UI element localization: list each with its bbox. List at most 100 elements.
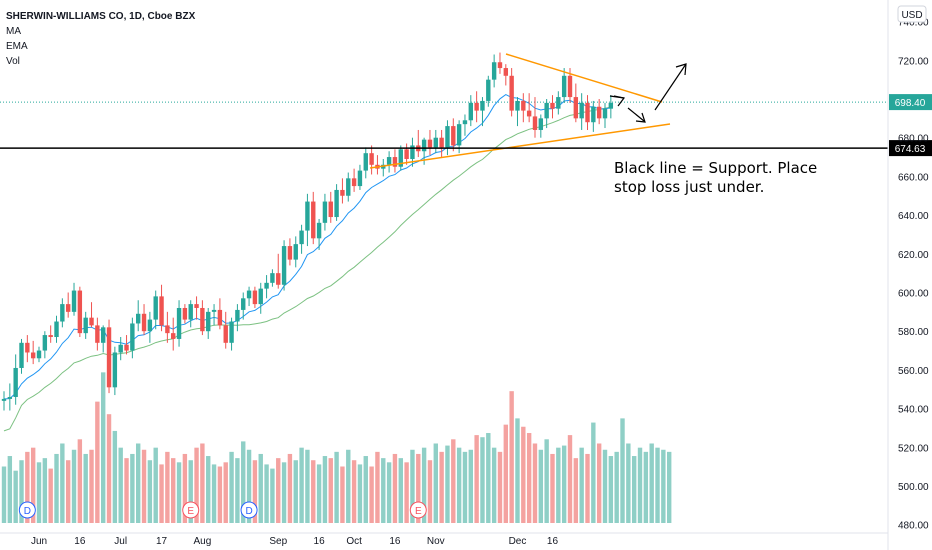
triangle-lower-trendline — [369, 123, 671, 169]
volume-bar — [48, 468, 53, 523]
price-axis[interactable]: 480.00 500.00 520.00 540.00 560.00 580.00 600.… — [887, 0, 932, 550]
volume-bar — [316, 464, 322, 523]
candle-body — [153, 296, 158, 320]
candle-body — [585, 102, 590, 123]
volume-bar — [596, 443, 602, 523]
support-line[interactable]: 674.63 — [0, 140, 932, 157]
volume-bar — [258, 453, 263, 523]
support-price-label: 674.63 — [895, 144, 926, 155]
volume-bar — [124, 458, 129, 523]
candle-body — [42, 335, 48, 351]
volume-bar — [398, 458, 403, 523]
volume-legend[interactable]: Vol — [6, 56, 20, 67]
volume-bar — [556, 447, 561, 523]
volume-bar — [77, 439, 83, 523]
candle-body — [1, 398, 7, 401]
volume-bar — [392, 453, 398, 523]
symbol-title[interactable]: SHERWIN-WILLIAMS CO, 1D, Cboe BZX — [6, 11, 196, 22]
volume-bar — [346, 449, 351, 523]
candle-body — [182, 307, 188, 320]
text-annotation[interactable]: Black line = Support. Place stop loss ju… — [614, 159, 817, 197]
time-tick-label: Sep — [269, 536, 287, 547]
volume-bar — [404, 462, 409, 523]
volume-bar — [235, 458, 240, 523]
volume-bar — [620, 418, 625, 523]
candle-body — [398, 149, 403, 167]
candle-body — [421, 139, 427, 152]
candle-body — [433, 137, 438, 148]
candle-body — [211, 309, 217, 312]
candle-body — [556, 97, 561, 109]
volume-bar — [246, 449, 252, 523]
candle-body — [141, 313, 147, 332]
time-axis[interactable]: Jun 16 Jul 17 Aug Sep 16 Oct 16 Nov Dec 16 — [0, 532, 888, 547]
price-tick-label: 620.00 — [898, 250, 929, 261]
candle-body — [316, 222, 322, 239]
candle-body — [176, 307, 182, 339]
volume-bar — [416, 453, 421, 523]
volume-bar — [171, 458, 176, 523]
ma-line — [3, 106, 611, 432]
time-tick-label: 16 — [389, 536, 401, 547]
volume-bar — [118, 447, 123, 523]
chart-legend: SHERWIN-WILLIAMS CO, 1D, Cboe BZX MA EMA… — [6, 9, 195, 69]
candle-body — [7, 396, 13, 399]
volume-bar — [7, 456, 13, 523]
volume-bar — [270, 468, 275, 523]
arrow-1 — [609, 95, 625, 99]
time-tick-label: Aug — [193, 536, 211, 547]
ma-legend[interactable]: MA — [6, 26, 21, 37]
candle-body — [124, 344, 129, 351]
price-tick-label: 520.00 — [898, 443, 929, 454]
price-tick-label: 640.00 — [898, 211, 929, 222]
volume-bar — [334, 451, 339, 523]
candle-body — [241, 298, 246, 310]
candle-body — [491, 62, 497, 80]
time-tick-label: 16 — [314, 536, 326, 547]
volume-bar — [1, 466, 7, 523]
candle-body — [83, 317, 88, 334]
candle-body — [223, 325, 228, 343]
candle-body — [538, 118, 544, 130]
price-tick-label: 540.00 — [898, 405, 929, 416]
candle-body — [246, 290, 252, 299]
time-tick-label: Nov — [427, 536, 445, 547]
volume-bar — [130, 453, 135, 523]
volume-bar — [293, 460, 298, 523]
volume-bar — [410, 449, 415, 523]
user-drawings[interactable] — [369, 53, 687, 169]
candle-body — [100, 327, 106, 343]
price-tick-label: 660.00 — [898, 172, 929, 183]
volume-bar — [451, 439, 456, 523]
arrow-head-3 — [675, 63, 687, 76]
ema-legend[interactable]: EMA — [6, 41, 28, 52]
candle-body — [13, 367, 18, 397]
volume-bar — [194, 447, 199, 523]
last-price-label: 698.40 — [895, 98, 926, 109]
volume-bar — [42, 458, 48, 523]
volume-bar — [480, 437, 485, 523]
candle-body — [305, 201, 310, 231]
price-tick-label: 480.00 — [898, 521, 929, 532]
event-marker — [182, 501, 200, 519]
volume-bar — [188, 460, 193, 523]
candle-body — [60, 304, 65, 322]
event-label: E — [415, 506, 422, 517]
volume-bar — [661, 449, 666, 523]
volume-bar — [491, 447, 497, 523]
volume-bar — [54, 453, 59, 523]
volume-bar — [456, 447, 462, 523]
volume-bar — [526, 433, 532, 523]
triangle-upper-trendline — [505, 53, 663, 103]
volume-bar — [503, 424, 509, 523]
event-marker — [409, 501, 427, 519]
event-label: D — [24, 506, 31, 517]
candle-body — [579, 102, 584, 119]
candle-body — [252, 290, 258, 305]
candle-body — [497, 62, 503, 69]
volume-bar — [136, 443, 141, 523]
volume-bar — [573, 458, 579, 523]
arrow-2 — [627, 107, 645, 122]
